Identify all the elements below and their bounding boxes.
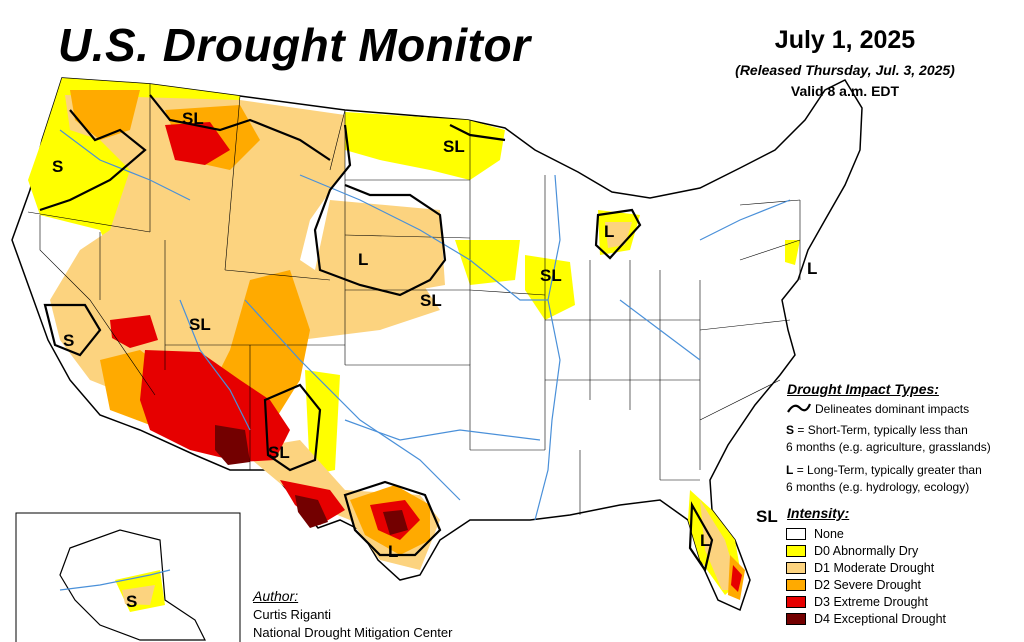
short-term-code: S bbox=[786, 423, 795, 437]
swatch-none bbox=[786, 528, 806, 540]
label-kansas: SL bbox=[420, 291, 442, 310]
label-nebraska: L bbox=[358, 250, 368, 269]
long-term-line-1: = Long-Term, typically greater than bbox=[796, 463, 982, 477]
label-florida: L bbox=[700, 531, 710, 550]
swatch-d1 bbox=[786, 562, 806, 574]
label-northeast: L bbox=[807, 259, 817, 278]
label-oregon: S bbox=[52, 157, 63, 176]
long-term-line-2: 6 months (e.g. hydrology, ecology) bbox=[786, 480, 970, 494]
rivers bbox=[59, 129, 791, 521]
short-term-line-2: 6 months (e.g. agriculture, grasslands) bbox=[786, 440, 991, 454]
label-montana: SL bbox=[182, 109, 204, 128]
author-name: Curtis Riganti bbox=[253, 607, 332, 622]
label-great-basin: SL bbox=[189, 315, 211, 334]
impact-boundaries bbox=[39, 94, 714, 573]
intensity-d4: D4 Exceptional Drought bbox=[786, 611, 946, 627]
d4-areas bbox=[215, 425, 408, 535]
intensity-label: None bbox=[814, 527, 844, 541]
intensity-legend-heading: Intensity: bbox=[787, 505, 850, 521]
impact-legend-heading: Drought Impact Types: bbox=[787, 381, 939, 397]
intensity-label: D1 Moderate Drought bbox=[814, 561, 935, 575]
swatch-d3 bbox=[786, 596, 806, 608]
swatch-d4 bbox=[786, 613, 806, 625]
intensity-label: D0 Abnormally Dry bbox=[814, 544, 919, 558]
intensity-label: D4 Exceptional Drought bbox=[814, 612, 947, 626]
label-texas: L bbox=[388, 542, 398, 561]
state-boundaries bbox=[27, 84, 801, 515]
d3-areas bbox=[110, 122, 742, 592]
alaska-rivers bbox=[59, 569, 171, 591]
label-new-mexico: SL bbox=[268, 443, 290, 462]
map-date: July 1, 2025 bbox=[774, 26, 916, 54]
short-term-desc: S = Short-Term, typically less than 6 mo… bbox=[786, 422, 991, 456]
map-labels: SL S SL L L SL SL L SL S SL L L SL S bbox=[52, 109, 817, 611]
intensity-d0: D0 Abnormally Dry bbox=[786, 543, 918, 559]
alaska-d1 bbox=[122, 585, 155, 605]
intensity-d2: D2 Severe Drought bbox=[786, 577, 921, 593]
label-alaska: S bbox=[126, 592, 137, 611]
release-date: (Released Thursday, Jul. 3, 2025) bbox=[735, 62, 955, 78]
label-illinois: SL bbox=[540, 266, 562, 285]
label-minnesota: SL bbox=[443, 137, 465, 156]
label-michigan: L bbox=[604, 222, 614, 241]
intensity-label: D2 Severe Drought bbox=[814, 578, 922, 592]
author-heading: Author: bbox=[253, 588, 299, 604]
valid-time: Valid 8 a.m. EDT bbox=[790, 83, 900, 99]
label-california: S bbox=[63, 331, 74, 350]
intensity-d3: D3 Extreme Drought bbox=[786, 594, 928, 610]
long-term-code: L bbox=[786, 463, 794, 477]
author-org: National Drought Mitigation Center bbox=[253, 625, 453, 640]
swatch-d2 bbox=[786, 579, 806, 591]
intensity-none: None bbox=[786, 526, 844, 542]
short-term-line-1: = Short-Term, typically less than bbox=[797, 423, 968, 437]
delineates-text: Delineates dominant impacts bbox=[815, 402, 970, 416]
intensity-d1: D1 Moderate Drought bbox=[786, 560, 934, 576]
swatch-d0 bbox=[786, 545, 806, 557]
map-title: U.S. Drought Monitor bbox=[58, 19, 531, 71]
intensity-label: D3 Extreme Drought bbox=[814, 595, 928, 609]
label-south-florida: SL bbox=[756, 507, 778, 526]
long-term-desc: L = Long-Term, typically greater than 6 … bbox=[786, 462, 982, 496]
delineation-line-sample bbox=[787, 403, 812, 413]
